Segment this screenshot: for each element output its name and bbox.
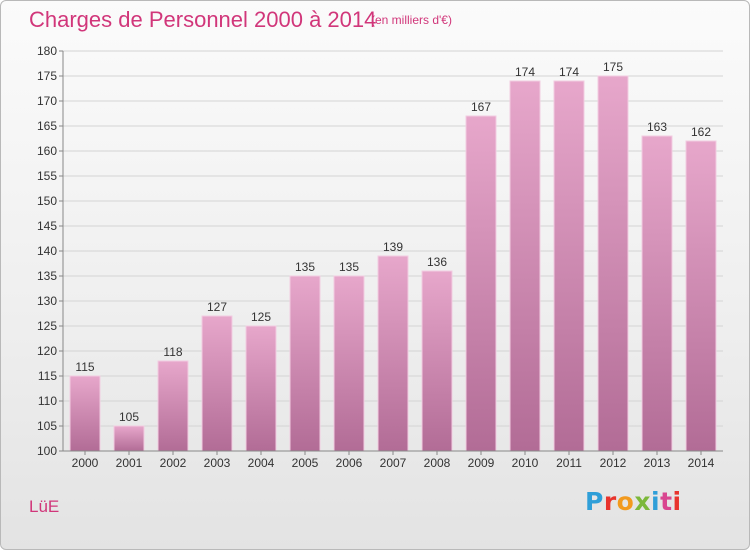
proxiti-logo[interactable]: Proxiti — [585, 487, 682, 516]
x-tick-label: 2012 — [600, 456, 627, 470]
x-tick-label: 2007 — [380, 456, 407, 470]
y-tick-label: 170 — [37, 94, 57, 108]
logo-letter: i — [672, 487, 682, 516]
y-tick-label: 130 — [37, 294, 57, 308]
value-label: 175 — [603, 60, 623, 74]
x-tick-label: 2014 — [688, 456, 715, 470]
y-tick-label: 145 — [37, 219, 57, 233]
bar-2011 — [553, 80, 585, 452]
value-label: 135 — [295, 260, 315, 274]
labels: 100 105 110 115 120 125 130 135 140 145 150 155 160 1… — [37, 44, 715, 470]
x-tick-label: 2005 — [292, 456, 319, 470]
logo-letter: r — [603, 487, 617, 516]
y-tick-label: 150 — [37, 194, 57, 208]
bar-2002 — [157, 360, 189, 452]
value-label: 174 — [559, 65, 579, 79]
bar-2010 — [509, 80, 541, 452]
y-tick-label: 120 — [37, 344, 57, 358]
value-label: 139 — [383, 240, 403, 254]
value-label: 174 — [515, 65, 535, 79]
bar-2006 — [333, 275, 365, 452]
x-tick-label: 2013 — [644, 456, 671, 470]
value-label: 127 — [207, 300, 227, 314]
commune-name: LüE — [29, 497, 60, 516]
x-tick-label: 2003 — [204, 456, 231, 470]
x-tick-label: 2001 — [116, 456, 143, 470]
value-label: 162 — [691, 125, 711, 139]
x-tick-label: 2002 — [160, 456, 187, 470]
logo-letter: P — [585, 487, 604, 516]
bar-2012 — [597, 75, 629, 452]
x-tick-label: 2011 — [556, 456, 582, 470]
value-label: 163 — [647, 120, 667, 134]
bar-2014 — [685, 140, 717, 452]
x-tick-label: 2008 — [424, 456, 451, 470]
bar-2007 — [377, 255, 409, 452]
y-tick-label: 175 — [37, 69, 57, 83]
value-label: 118 — [163, 345, 182, 359]
y-tick-label: 165 — [37, 119, 57, 133]
bars — [69, 75, 717, 452]
bar-2009 — [465, 115, 497, 452]
x-tick-label: 2004 — [248, 456, 275, 470]
chart-subtitle: (en milliers d'€) — [371, 13, 452, 27]
y-tick-label: 180 — [37, 44, 57, 58]
axes — [59, 50, 723, 455]
y-tick-label: 135 — [37, 269, 57, 283]
y-tick-label: 140 — [37, 244, 57, 258]
logo-letter: o — [616, 487, 635, 516]
bar-2008 — [421, 270, 453, 452]
y-tick-label: 100 — [37, 444, 57, 458]
y-tick-label: 125 — [37, 319, 57, 333]
x-tick-label: 2010 — [512, 456, 539, 470]
value-label: 125 — [251, 310, 271, 324]
logo-letter: i — [651, 487, 661, 516]
bar-2001 — [113, 425, 145, 452]
y-tick-label: 160 — [37, 144, 57, 158]
y-tick-label: 105 — [37, 419, 57, 433]
bar-2013 — [641, 135, 673, 452]
x-tick-label: 2006 — [336, 456, 363, 470]
logo-letter: x — [634, 487, 651, 516]
value-label: 136 — [427, 255, 447, 269]
value-label: 115 — [75, 360, 94, 374]
y-tick-label: 115 — [38, 369, 57, 383]
value-label: 135 — [339, 260, 359, 274]
chart-title: Charges de Personnel 2000 à 2014 — [29, 7, 377, 32]
y-tick-label: 110 — [38, 394, 57, 408]
x-tick-label: 2009 — [468, 456, 495, 470]
y-tick-label: 155 — [37, 169, 57, 183]
logo-letter: t — [660, 487, 673, 516]
bar-2003 — [201, 315, 233, 452]
bar-2005 — [289, 275, 321, 452]
value-label: 167 — [471, 100, 491, 114]
value-label: 105 — [119, 410, 139, 424]
bar-2000 — [69, 375, 101, 452]
bar-2004 — [245, 325, 277, 452]
x-tick-label: 2000 — [72, 456, 99, 470]
